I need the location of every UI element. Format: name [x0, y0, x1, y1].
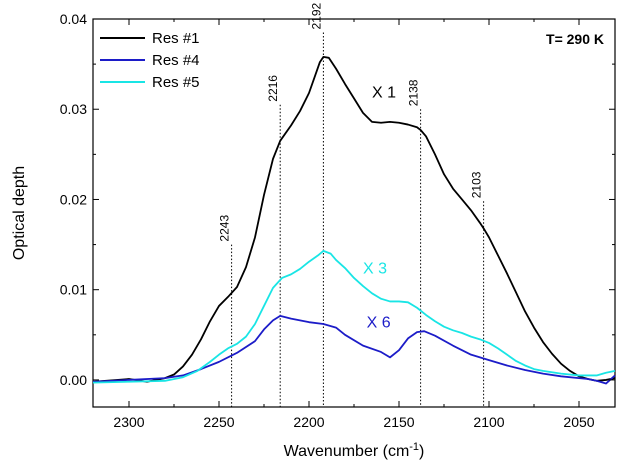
annotation-label-2138: 2138: [407, 79, 421, 106]
y-tick-label: 0.02: [60, 191, 87, 207]
y-tick-label: 0.04: [60, 11, 87, 27]
x-axis-title-main: Wavenumber (cm: [284, 443, 410, 460]
y-tick-label: 0.00: [60, 372, 87, 388]
x-axis-title-sup: -1: [409, 441, 419, 453]
legend-label-res1: Res #1: [152, 30, 200, 47]
annotation-label-2243: 2243: [218, 215, 232, 242]
legend-label-res4: Res #4: [152, 52, 200, 69]
series-multiplier-1: X 1: [372, 85, 396, 102]
series-line-1: [92, 56, 616, 383]
x-tick-label: 2300: [113, 414, 144, 430]
annotation-label-2216: 2216: [266, 75, 280, 102]
legend: Res #1 Res #4 Res #5: [100, 30, 200, 91]
series-multiplier-3: X 3: [363, 260, 387, 277]
x-tick-label: 2150: [383, 414, 414, 430]
annotation-layer: 2243 2216 2192 2138 2103: [218, 3, 485, 407]
x-tick-label: 2100: [473, 414, 504, 430]
x-tick-label: 2250: [203, 414, 234, 430]
y-axis-title: Optical depth: [11, 166, 28, 260]
x-axis-title: Wavenumber (cm-1): [284, 441, 425, 460]
series-multiplier-2: X 6: [367, 315, 391, 332]
y-tick-label: 0.03: [60, 101, 87, 117]
x-axis-title-end: ): [419, 443, 424, 460]
temperature-label: T= 290 K: [546, 31, 604, 47]
x-tick-label: 2050: [563, 414, 594, 430]
y-tick-label: 0.01: [60, 282, 87, 298]
annotation-label-2103: 2103: [470, 171, 484, 198]
series-line-2: [92, 314, 616, 385]
legend-label-res5: Res #5: [152, 74, 200, 91]
series-layer: X 1 X 6 X 3: [92, 56, 616, 385]
ticks-layer: [93, 18, 615, 407]
x-tick-label: 2200: [293, 414, 324, 430]
annotation-label-2192: 2192: [309, 3, 323, 30]
series-line-3: [92, 250, 616, 384]
labels-layer: 2300 2250 2200 2150 2100 2050 0.00 0.01 0.02 0.03…: [60, 11, 595, 430]
